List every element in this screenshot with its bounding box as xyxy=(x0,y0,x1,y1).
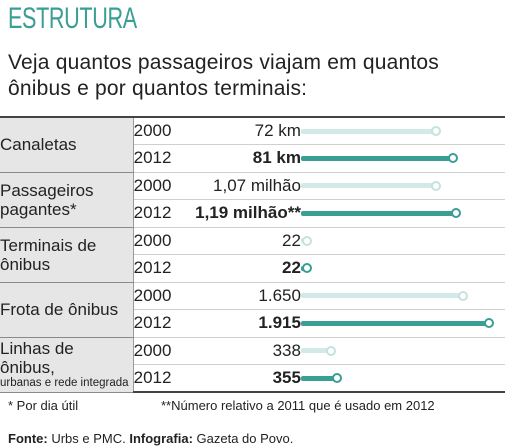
bar-cell xyxy=(300,254,505,283)
value-label: 81 km xyxy=(194,144,301,173)
bar-end-dot xyxy=(325,345,336,356)
category-label: Canaletas xyxy=(0,116,134,173)
category-name: Linhas de ônibus, xyxy=(0,339,74,377)
category-name: Passageiros pagantes* xyxy=(0,180,94,219)
data-table: Canaletas 2000 72 km 2012 81 km Passageiros p… xyxy=(0,116,505,393)
bar xyxy=(300,183,436,189)
bar-end-dot xyxy=(331,373,342,383)
bar-end-dot xyxy=(483,318,494,329)
section-title: ESTRUTURA xyxy=(8,2,137,35)
bar-cell xyxy=(300,199,505,228)
value-label: 22 xyxy=(194,227,301,255)
category-label: Linhas de ônibus, urbanas e rede integrad… xyxy=(0,337,134,393)
bar xyxy=(300,155,453,161)
bar-end-dot xyxy=(450,208,461,219)
bar-end-dot xyxy=(301,263,312,274)
value-label: 1.650 xyxy=(194,282,301,310)
value-label: 22 xyxy=(194,254,301,283)
category-name: Frota de ônibus xyxy=(0,300,119,319)
value-label: 1,07 milhão xyxy=(194,172,301,200)
year-label: 2012 xyxy=(133,254,195,283)
bar-cell xyxy=(300,364,505,393)
category-note: urbanas e rede integrada xyxy=(0,377,129,389)
bar-cell xyxy=(300,309,505,338)
category-label: Passageiros pagantes* xyxy=(0,172,134,228)
bar-end-dot xyxy=(430,180,441,191)
table-row: Frota de ônibus 2000 1.650 xyxy=(0,282,505,338)
bar-cell xyxy=(300,172,505,200)
category-name: Canaletas xyxy=(0,135,77,155)
value-label: 355 xyxy=(194,364,301,393)
table-row: Passageiros pagantes* 2000 1,07 milhão xyxy=(0,172,505,228)
year-label: 2000 xyxy=(133,227,195,255)
year-label: 2012 xyxy=(133,199,195,228)
year-label: 2012 xyxy=(133,309,195,338)
year-label: 2000 xyxy=(133,116,195,145)
table-row: 2012 81 km xyxy=(0,144,505,173)
bar-cell xyxy=(300,227,505,255)
bar xyxy=(300,128,436,134)
year-label: 2012 xyxy=(133,364,195,393)
table-row: 2012 1,19 milhão** xyxy=(0,199,505,228)
bar-cell xyxy=(300,116,505,145)
bar-end-dot xyxy=(457,290,468,301)
infographic-text: Gazeta do Povo. xyxy=(192,431,294,446)
bar xyxy=(300,320,489,326)
footnote-per-day: * Por dia útil xyxy=(8,398,79,413)
year-label: 2012 xyxy=(133,144,195,173)
table-row: Linhas de ônibus, urbanas e rede integrad… xyxy=(0,337,505,393)
bar-end-dot xyxy=(430,126,441,136)
bar-cell xyxy=(300,282,505,310)
table-row: 2012 1.915 xyxy=(0,309,505,338)
bar-cell xyxy=(300,337,505,365)
bar xyxy=(300,375,337,381)
year-label: 2000 xyxy=(133,282,195,310)
table-row: Canaletas 2000 72 km xyxy=(0,116,505,173)
category-name: Terminais de ônibus xyxy=(0,235,97,274)
footnotes: * Por dia útil **Número relativo a 2011 … xyxy=(8,398,503,413)
bar-end-dot xyxy=(447,153,458,164)
category-label: Frota de ônibus xyxy=(0,282,134,338)
source-credit: Fonte: Urbs e PMC. Infografia: Gazeta do… xyxy=(8,431,293,446)
bar xyxy=(300,293,463,299)
year-label: 2000 xyxy=(133,337,195,365)
value-label: 1.915 xyxy=(194,309,301,338)
bar-cell xyxy=(300,144,505,173)
value-label: 1,19 milhão** xyxy=(194,199,301,228)
infographic-label: Infografia: xyxy=(129,431,193,446)
table-row: 2012 22 xyxy=(0,254,505,283)
footnote-2011: **Número relativo a 2011 que é usado em … xyxy=(161,398,435,413)
category-label: Terminais de ônibus xyxy=(0,227,134,283)
bar xyxy=(300,210,456,216)
table-row: Terminais de ônibus 2000 22 xyxy=(0,227,505,283)
year-label: 2000 xyxy=(133,172,195,200)
bar-end-dot xyxy=(301,235,312,246)
value-label: 338 xyxy=(194,337,301,365)
chart-subtitle: Veja quantos passageiros viajam em quant… xyxy=(8,51,439,100)
value-label: 72 km xyxy=(194,116,301,145)
source-label: Fonte: xyxy=(8,431,48,446)
bar xyxy=(300,348,331,354)
source-text: Urbs e PMC. xyxy=(47,431,130,446)
table-row: 2012 355 xyxy=(0,364,505,393)
